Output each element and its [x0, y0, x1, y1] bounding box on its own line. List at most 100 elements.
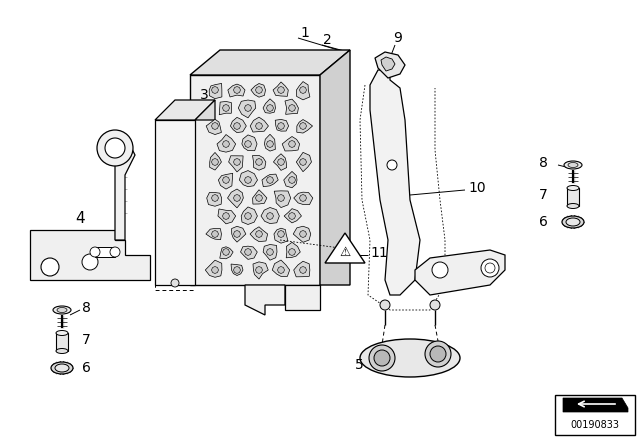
Polygon shape — [207, 193, 221, 206]
Polygon shape — [262, 174, 278, 187]
Polygon shape — [255, 194, 262, 202]
Polygon shape — [296, 82, 310, 100]
Ellipse shape — [562, 216, 584, 228]
Polygon shape — [289, 104, 296, 112]
Polygon shape — [244, 249, 252, 255]
Polygon shape — [244, 104, 252, 112]
Polygon shape — [255, 159, 262, 165]
Polygon shape — [56, 333, 68, 351]
Polygon shape — [234, 267, 241, 273]
Circle shape — [374, 350, 390, 366]
Polygon shape — [266, 177, 273, 184]
Polygon shape — [253, 190, 267, 204]
Polygon shape — [274, 191, 291, 207]
Ellipse shape — [56, 331, 68, 336]
Polygon shape — [211, 122, 218, 129]
Text: 11: 11 — [370, 246, 388, 260]
Text: 00190833: 00190833 — [570, 420, 620, 430]
Polygon shape — [220, 247, 233, 259]
Polygon shape — [155, 120, 195, 285]
Polygon shape — [285, 285, 320, 310]
Text: ⚠: ⚠ — [339, 246, 351, 258]
Polygon shape — [228, 189, 243, 208]
Polygon shape — [253, 262, 268, 279]
Ellipse shape — [57, 307, 67, 313]
Polygon shape — [223, 141, 230, 147]
Polygon shape — [294, 192, 313, 205]
Polygon shape — [555, 395, 635, 435]
Polygon shape — [206, 228, 221, 240]
Polygon shape — [278, 86, 285, 94]
Polygon shape — [325, 233, 365, 263]
Polygon shape — [218, 173, 233, 189]
Polygon shape — [234, 122, 241, 129]
Polygon shape — [563, 398, 628, 412]
Polygon shape — [278, 267, 285, 273]
Circle shape — [41, 258, 59, 276]
Circle shape — [481, 259, 499, 277]
Polygon shape — [253, 155, 266, 170]
Polygon shape — [273, 154, 287, 170]
Circle shape — [171, 279, 179, 287]
Polygon shape — [209, 83, 222, 99]
Text: 9: 9 — [393, 31, 402, 45]
Ellipse shape — [55, 364, 69, 372]
Polygon shape — [220, 101, 232, 115]
Polygon shape — [241, 246, 257, 259]
Circle shape — [432, 262, 448, 278]
Ellipse shape — [567, 185, 579, 190]
Circle shape — [430, 300, 440, 310]
Polygon shape — [266, 212, 273, 220]
Polygon shape — [286, 242, 300, 258]
Ellipse shape — [51, 362, 73, 374]
Polygon shape — [251, 83, 266, 97]
Circle shape — [387, 160, 397, 170]
Polygon shape — [294, 261, 310, 277]
Polygon shape — [300, 86, 307, 94]
Polygon shape — [234, 86, 241, 94]
Polygon shape — [228, 156, 243, 172]
Ellipse shape — [568, 163, 578, 168]
Polygon shape — [370, 70, 420, 295]
Polygon shape — [211, 86, 218, 94]
Text: 8: 8 — [539, 156, 548, 170]
Polygon shape — [211, 194, 218, 202]
Text: 7: 7 — [82, 333, 91, 347]
Polygon shape — [205, 260, 222, 277]
Polygon shape — [234, 231, 241, 237]
Polygon shape — [195, 100, 215, 120]
Polygon shape — [284, 172, 297, 188]
Polygon shape — [296, 152, 312, 172]
Polygon shape — [190, 75, 320, 285]
Ellipse shape — [53, 306, 71, 314]
Polygon shape — [266, 104, 273, 112]
Polygon shape — [210, 152, 221, 170]
Circle shape — [97, 130, 133, 166]
Polygon shape — [241, 207, 257, 224]
Polygon shape — [415, 250, 505, 295]
Polygon shape — [289, 212, 296, 220]
Circle shape — [425, 341, 451, 367]
Polygon shape — [261, 207, 279, 224]
Polygon shape — [266, 249, 273, 255]
Polygon shape — [273, 82, 288, 96]
Polygon shape — [567, 188, 579, 206]
Polygon shape — [211, 159, 218, 165]
Polygon shape — [211, 231, 218, 237]
Polygon shape — [266, 141, 273, 147]
Polygon shape — [231, 264, 243, 276]
Polygon shape — [238, 100, 256, 118]
Polygon shape — [230, 117, 246, 133]
Polygon shape — [255, 231, 262, 237]
Polygon shape — [244, 141, 252, 147]
Polygon shape — [244, 177, 252, 184]
Polygon shape — [300, 159, 307, 165]
Polygon shape — [255, 86, 262, 94]
Polygon shape — [242, 135, 257, 151]
Ellipse shape — [56, 349, 68, 353]
Polygon shape — [30, 230, 150, 280]
Polygon shape — [190, 50, 350, 75]
Polygon shape — [275, 120, 289, 131]
Polygon shape — [217, 134, 236, 152]
Text: 3: 3 — [200, 88, 209, 102]
